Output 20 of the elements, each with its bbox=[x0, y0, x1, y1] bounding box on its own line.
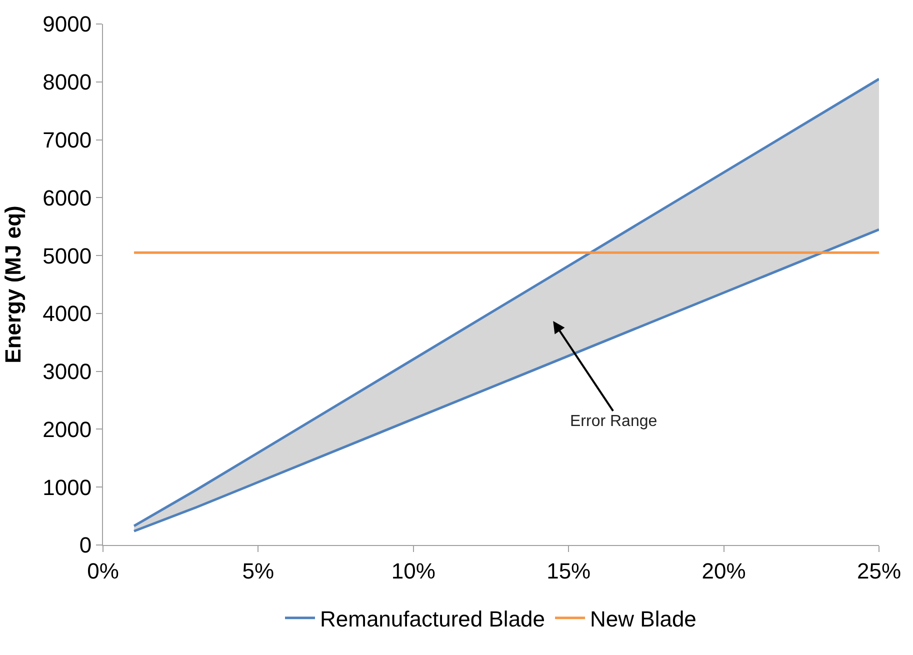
y-tick-label: 6000 bbox=[42, 185, 92, 210]
x-tick-label: 5% bbox=[242, 558, 274, 584]
y-tick-label: 3000 bbox=[42, 359, 92, 384]
y-tick-label: 0 bbox=[79, 532, 92, 558]
x-tick-label: 0% bbox=[87, 558, 119, 584]
y-tick-label: 1000 bbox=[42, 474, 92, 500]
legend-label: New Blade bbox=[590, 606, 696, 632]
x-tick-label: 15% bbox=[546, 558, 591, 584]
y-axis-title: Energy (MJ eq) bbox=[0, 206, 26, 364]
y-tick-label: 2000 bbox=[42, 416, 92, 442]
y-tick-label: 9000 bbox=[42, 12, 92, 37]
y-tick-label: 7000 bbox=[42, 127, 92, 152]
x-tick-label: 25% bbox=[856, 558, 902, 584]
y-tick-label: 5000 bbox=[42, 243, 92, 268]
x-tick-label: 10% bbox=[391, 558, 436, 584]
y-tick-label: 4000 bbox=[42, 301, 92, 326]
legend-label: Remanufactured Blade bbox=[320, 606, 546, 632]
x-tick-label: 20% bbox=[702, 558, 746, 584]
y-tick-label: 8000 bbox=[42, 70, 92, 95]
annotation: Error Range bbox=[570, 413, 658, 430]
